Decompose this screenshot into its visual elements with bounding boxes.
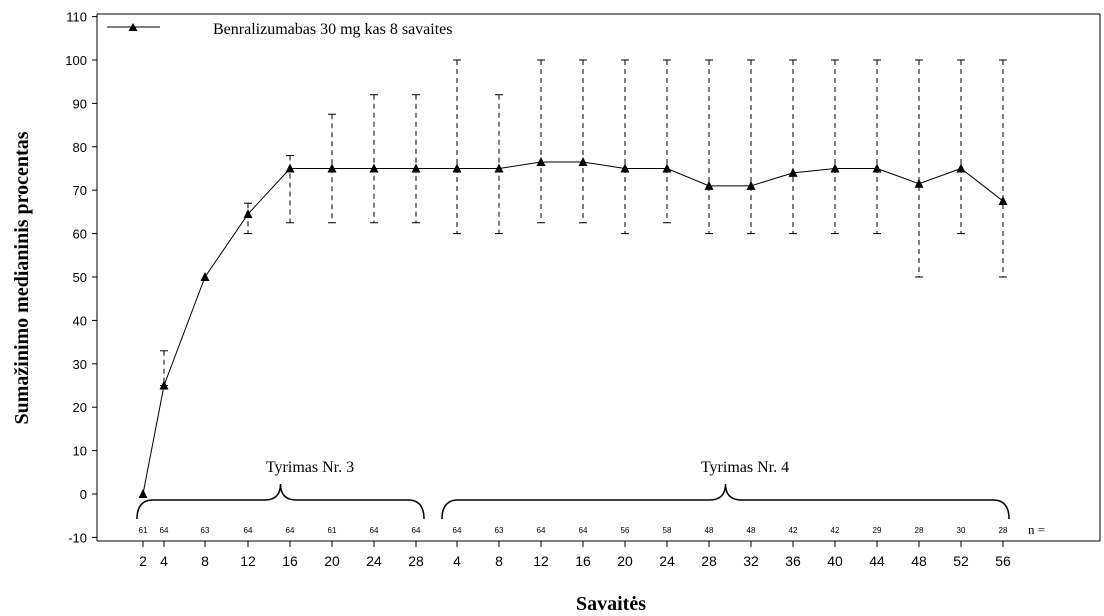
x-tick-label: 12 <box>533 553 549 569</box>
legend-label: Benralizumabas 30 mg kas 8 savaites <box>213 21 453 38</box>
n-value: 64 <box>286 526 295 535</box>
x-axis-title: Savaitės <box>576 593 646 615</box>
data-point <box>957 164 966 173</box>
n-value: 30 <box>957 526 966 535</box>
series-line <box>143 162 1003 494</box>
data-point <box>915 179 924 188</box>
x-tick-label: 48 <box>911 553 927 569</box>
y-tick-label: 70 <box>73 183 87 198</box>
n-value: 64 <box>453 526 462 535</box>
y-tick-label: 50 <box>73 270 87 285</box>
x-tick-label: 44 <box>869 553 885 569</box>
x-ticks: 2 4 8 12 16 20 24 28 4 8 12 16 20 24 28 32 36 40 44 48 52 56 <box>139 541 1011 569</box>
x-tick-label: 40 <box>827 553 843 569</box>
legend: Benralizumabas 30 mg kas 8 savaites <box>107 21 453 38</box>
n-value: 64 <box>412 526 421 535</box>
error-bars <box>160 60 1007 386</box>
n-value: 63 <box>495 526 504 535</box>
brace-study-3 <box>137 484 424 519</box>
x-tick-label: 4 <box>160 553 168 569</box>
x-tick-label: 52 <box>953 553 969 569</box>
x-tick-label: 36 <box>785 553 801 569</box>
x-tick-label: 20 <box>324 553 340 569</box>
y-tick-label: 30 <box>73 357 87 372</box>
n-values: 61 64 63 64 64 61 64 64 64 63 64 64 56 58 48 48 42 42 29 28… <box>139 526 1008 535</box>
x-tick-label: 16 <box>575 553 591 569</box>
x-tick-label: 24 <box>366 553 382 569</box>
n-value: 64 <box>537 526 546 535</box>
n-value: 64 <box>579 526 588 535</box>
n-value: 29 <box>873 526 882 535</box>
group-label-study-4: Tyrimas Nr. 4 <box>701 459 789 476</box>
brace-study-4 <box>442 484 1009 519</box>
n-value: 48 <box>747 526 756 535</box>
series-polyline <box>143 162 1003 494</box>
n-value: 28 <box>999 526 1008 535</box>
data-point <box>201 272 210 281</box>
n-value: 42 <box>789 526 798 535</box>
x-tick-label: 24 <box>659 553 675 569</box>
y-tick-label: 0 <box>80 487 87 502</box>
n-value: 61 <box>328 526 337 535</box>
data-point <box>999 196 1008 205</box>
y-axis-title: Sumažinimo medianinis procentas <box>11 131 33 424</box>
x-tick-label: 4 <box>453 553 461 569</box>
x-tick-label: 2 <box>139 553 147 569</box>
y-tick-label: 80 <box>73 140 87 155</box>
x-tick-label: 32 <box>743 553 759 569</box>
y-tick-label: 60 <box>73 227 87 242</box>
data-point <box>139 489 148 498</box>
y-tick-label: 10 <box>73 444 87 459</box>
n-value: 61 <box>139 526 148 535</box>
n-value: 64 <box>160 526 169 535</box>
x-tick-label: 8 <box>495 553 503 569</box>
x-tick-label: 56 <box>995 553 1011 569</box>
n-value: 63 <box>201 526 210 535</box>
x-tick-label: 28 <box>701 553 717 569</box>
y-tick-label: 40 <box>73 313 87 328</box>
n-value: 48 <box>705 526 714 535</box>
x-tick-label: 16 <box>282 553 298 569</box>
y-tick-label: -10 <box>68 530 87 545</box>
n-value: 58 <box>663 526 672 535</box>
n-label: n = <box>1028 522 1045 537</box>
x-tick-label: 20 <box>617 553 633 569</box>
y-tick-label: 100 <box>65 53 87 68</box>
y-tick-label: 110 <box>66 10 87 25</box>
n-value: 56 <box>621 526 630 535</box>
n-value: 28 <box>915 526 924 535</box>
group-braces <box>137 484 1009 519</box>
x-tick-label: 12 <box>240 553 256 569</box>
n-value: 42 <box>831 526 840 535</box>
y-tick-label: 20 <box>73 400 87 415</box>
n-value: 64 <box>370 526 379 535</box>
x-tick-label: 8 <box>201 553 209 569</box>
y-tick-label: 90 <box>73 96 87 111</box>
y-ticks: -10 0 10 20 30 40 50 60 70 80 90 100 110 <box>65 10 97 546</box>
group-label-study-3: Tyrimas Nr. 3 <box>266 459 354 476</box>
x-tick-label: 28 <box>408 553 424 569</box>
n-value: 64 <box>244 526 253 535</box>
